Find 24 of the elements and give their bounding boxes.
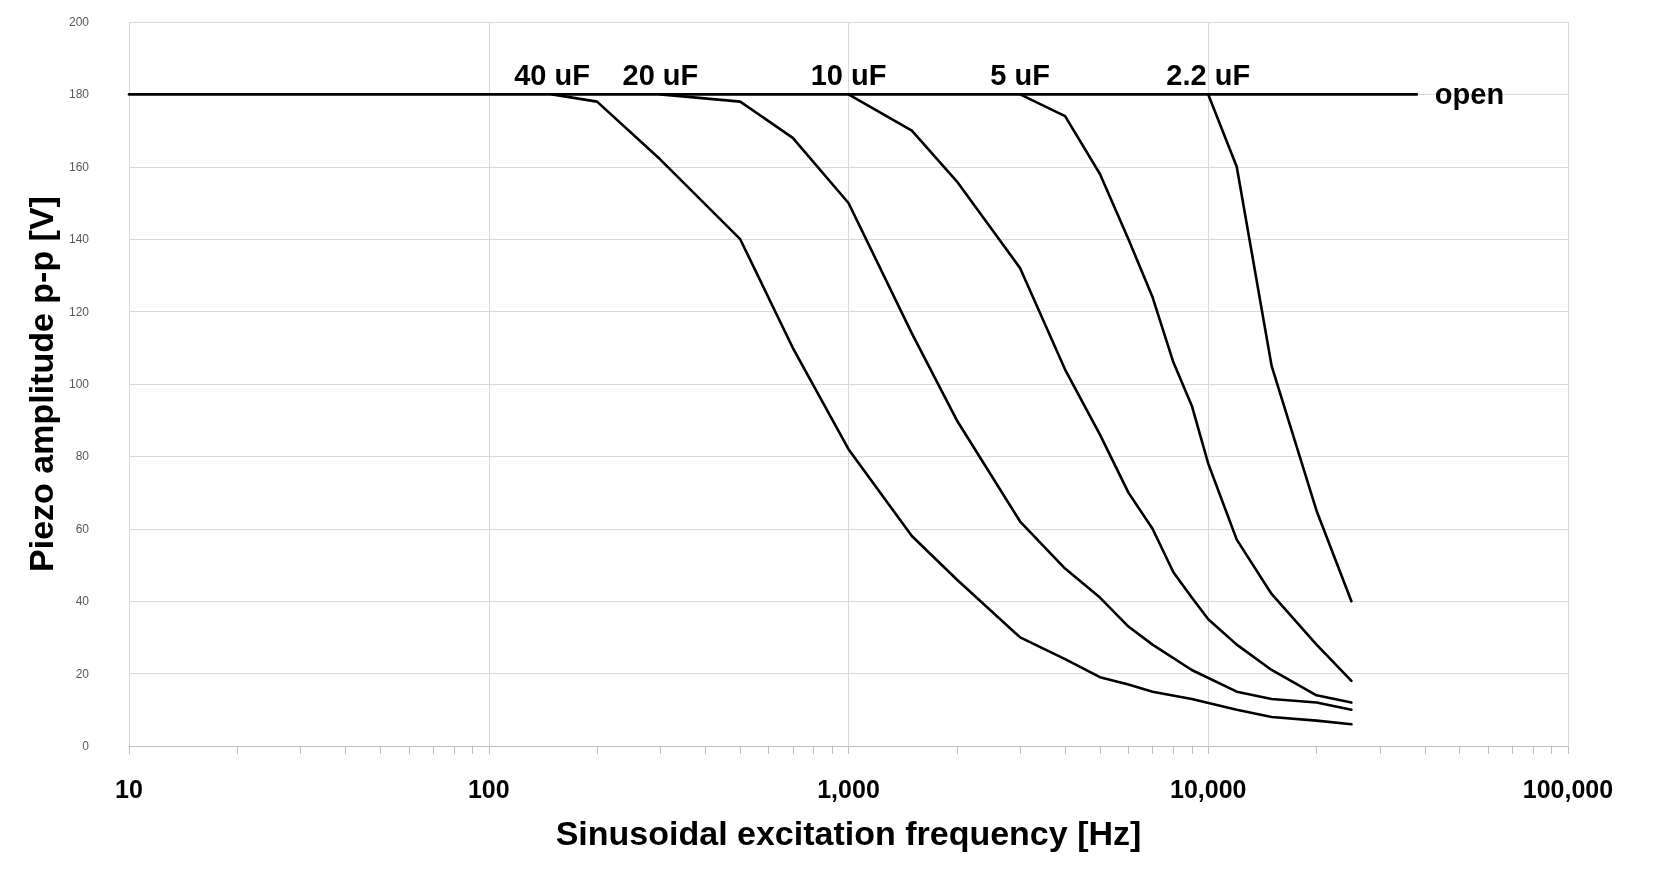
y-tick-label: 120 — [68, 304, 90, 319]
annotation: 40 uF — [514, 58, 590, 91]
y-tick-label: 160 — [68, 159, 90, 174]
x-tick-label: 1,000 — [817, 774, 880, 803]
x-tick-label: 10,000 — [1170, 774, 1247, 803]
y-tick-label: 100 — [68, 377, 90, 391]
annotation: open — [1434, 78, 1505, 111]
y-tick-label: 40 — [75, 594, 90, 609]
annotation: 2.2 uF — [1166, 58, 1251, 91]
y-tick-label: 20 — [75, 666, 90, 681]
x-axis-title: Sinusoidal excitation frequency [Hz] — [555, 814, 1142, 852]
annotation: 5 uF — [990, 58, 1050, 91]
y-tick-label: 60 — [75, 521, 90, 536]
x-tick-label: 100,000 — [1522, 774, 1614, 803]
y-tick-label: 80 — [75, 449, 90, 464]
y-tick-label: 140 — [68, 232, 90, 247]
y-tick-label: 0 — [82, 739, 90, 753]
annotation: 10 uF — [810, 58, 887, 91]
y-axis-title: Piezo amplitude p-p [V] — [22, 196, 61, 572]
x-tick-label: 10 — [115, 774, 143, 803]
y-tick-label: 180 — [68, 87, 90, 102]
y-tick-label: 200 — [68, 15, 90, 29]
x-tick-label: 100 — [467, 774, 510, 803]
annotation: 20 uF — [622, 58, 699, 91]
